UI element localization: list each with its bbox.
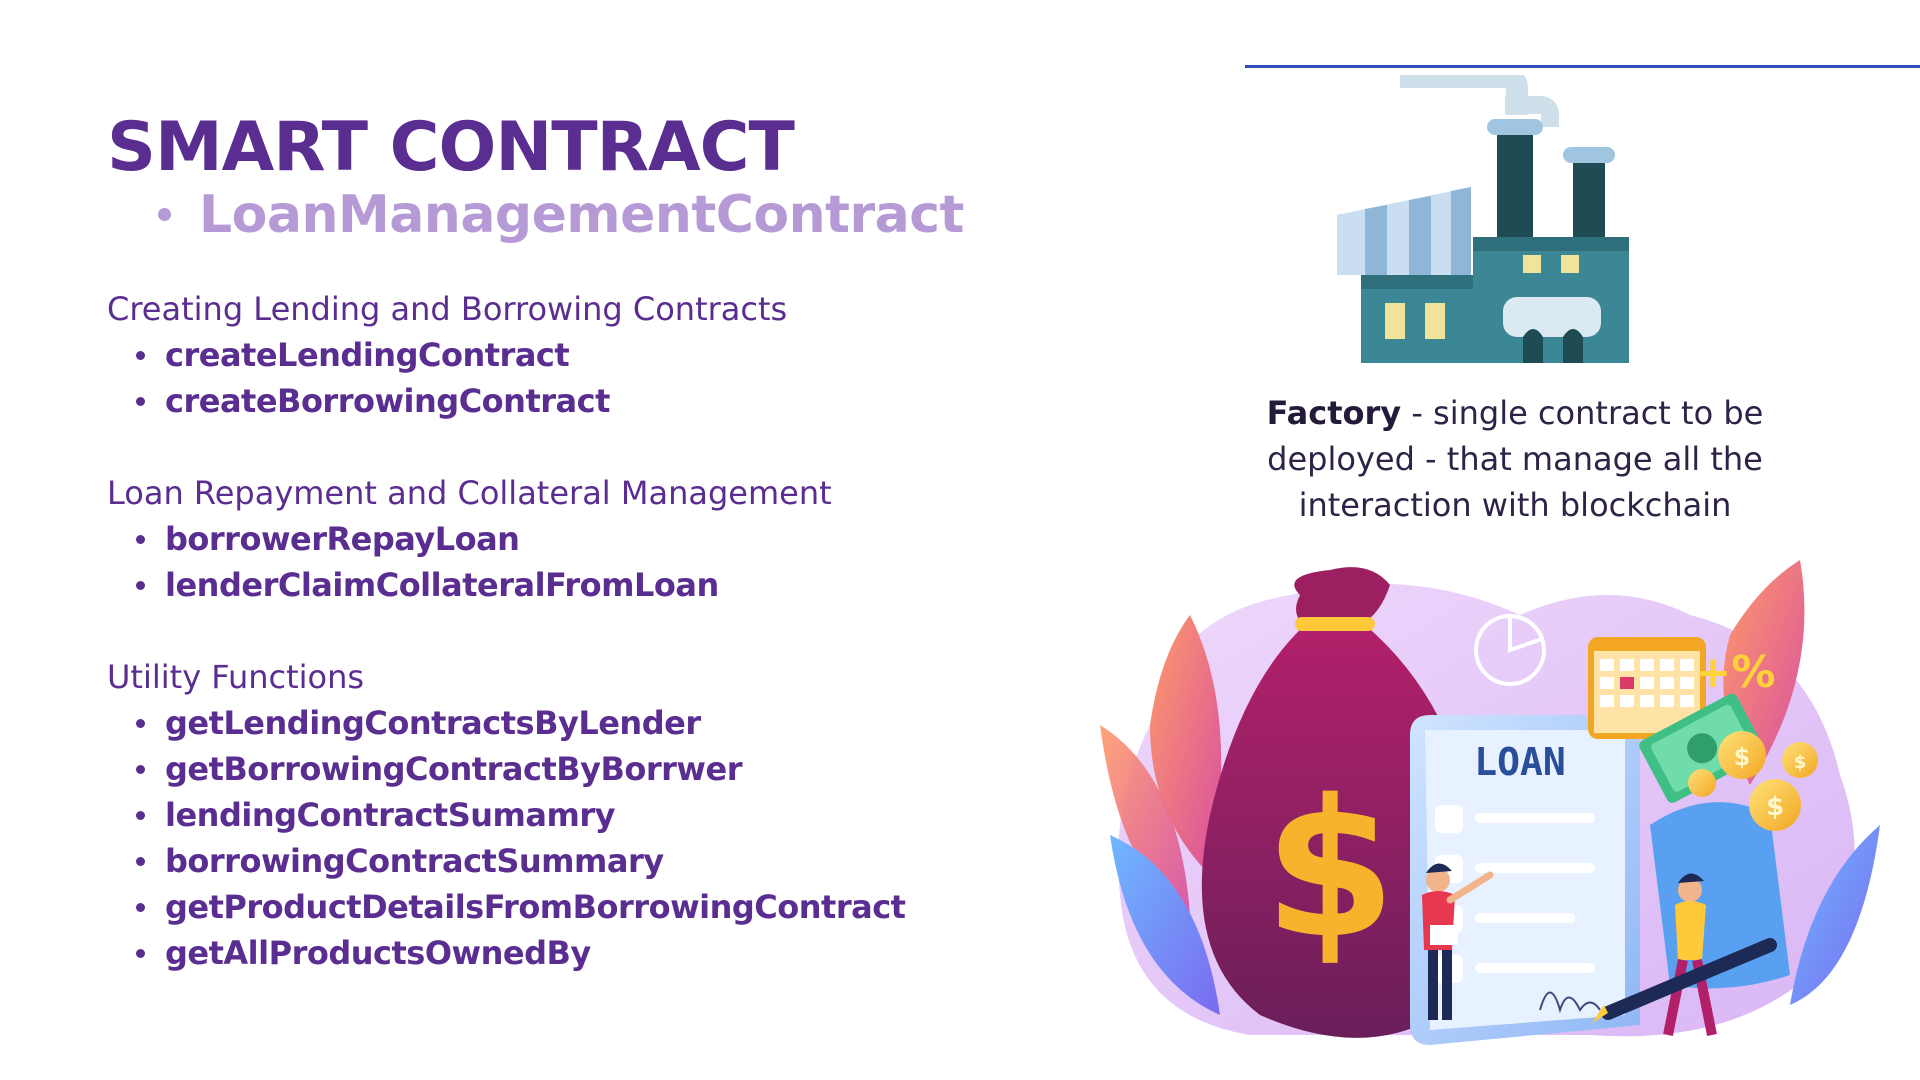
section-creating-contracts: Creating Lending and Borrowing Contracts… [107,286,787,424]
section-heading: Creating Lending and Borrowing Contracts [107,290,788,328]
svg-text:$: $ [1264,759,1396,980]
factory-description-text: - single contract to be deployed - that … [1267,394,1764,524]
function-item: getProductDetailsFromBorrowingContract [107,884,906,930]
section-utility: Utility Functions getLendingContractsByL… [107,654,906,976]
function-list: borrowerRepayLoan lenderClaimCollateralF… [107,516,832,608]
function-item: createBorrowingContract [107,378,787,424]
function-item: borrowingContractSummary [107,838,905,884]
banknote-icon [1639,693,1765,803]
function-item: lendingContractSumamry [107,792,905,838]
function-list: getLendingContractsByLender getBorrowing… [107,700,906,976]
function-item: getBorrowingContractByBorrwer [107,746,905,792]
function-item: createLendingContract [107,332,787,378]
section-heading: Loan Repayment and Collateral Management [107,474,832,512]
person-pointing [1422,863,1494,1020]
section-repayment: Loan Repayment and Collateral Management… [107,470,832,608]
section-heading: Utility Functions [107,658,365,696]
person-with-pen [1592,873,1777,1036]
slide-subtitle: LoanManagementContract [158,185,964,245]
loan-illustration: $ LOAN +% $ $ $ [1100,560,1880,1045]
top-rule [1245,65,1920,68]
loan-document-label: LOAN [1474,740,1566,784]
percent-badge: +% [1695,647,1776,698]
svg-text:$: $ [1766,792,1784,822]
subtitle-text: LoanManagementContract [199,185,964,245]
svg-text:$: $ [1794,752,1807,773]
money-bag-icon [1294,567,1390,625]
function-item: getAllProductsOwnedBy [107,930,905,976]
factory-icon [1337,75,1629,363]
slide-title: SMART CONTRACT [107,108,795,187]
function-item: borrowerRepayLoan [107,516,832,562]
factory-term: Factory [1266,394,1402,432]
function-list: createLendingContract createBorrowingCon… [107,332,787,424]
factory-description: Factory - single contract to be deployed… [1205,390,1825,528]
coin-icon [1718,731,1766,779]
subtitle-bullet [158,207,171,221]
svg-text:$: $ [1734,743,1751,771]
function-item: lenderClaimCollateralFromLoan [107,562,832,608]
function-item: getLendingContractsByLender [107,700,905,746]
pen-icon [1601,938,1777,1020]
